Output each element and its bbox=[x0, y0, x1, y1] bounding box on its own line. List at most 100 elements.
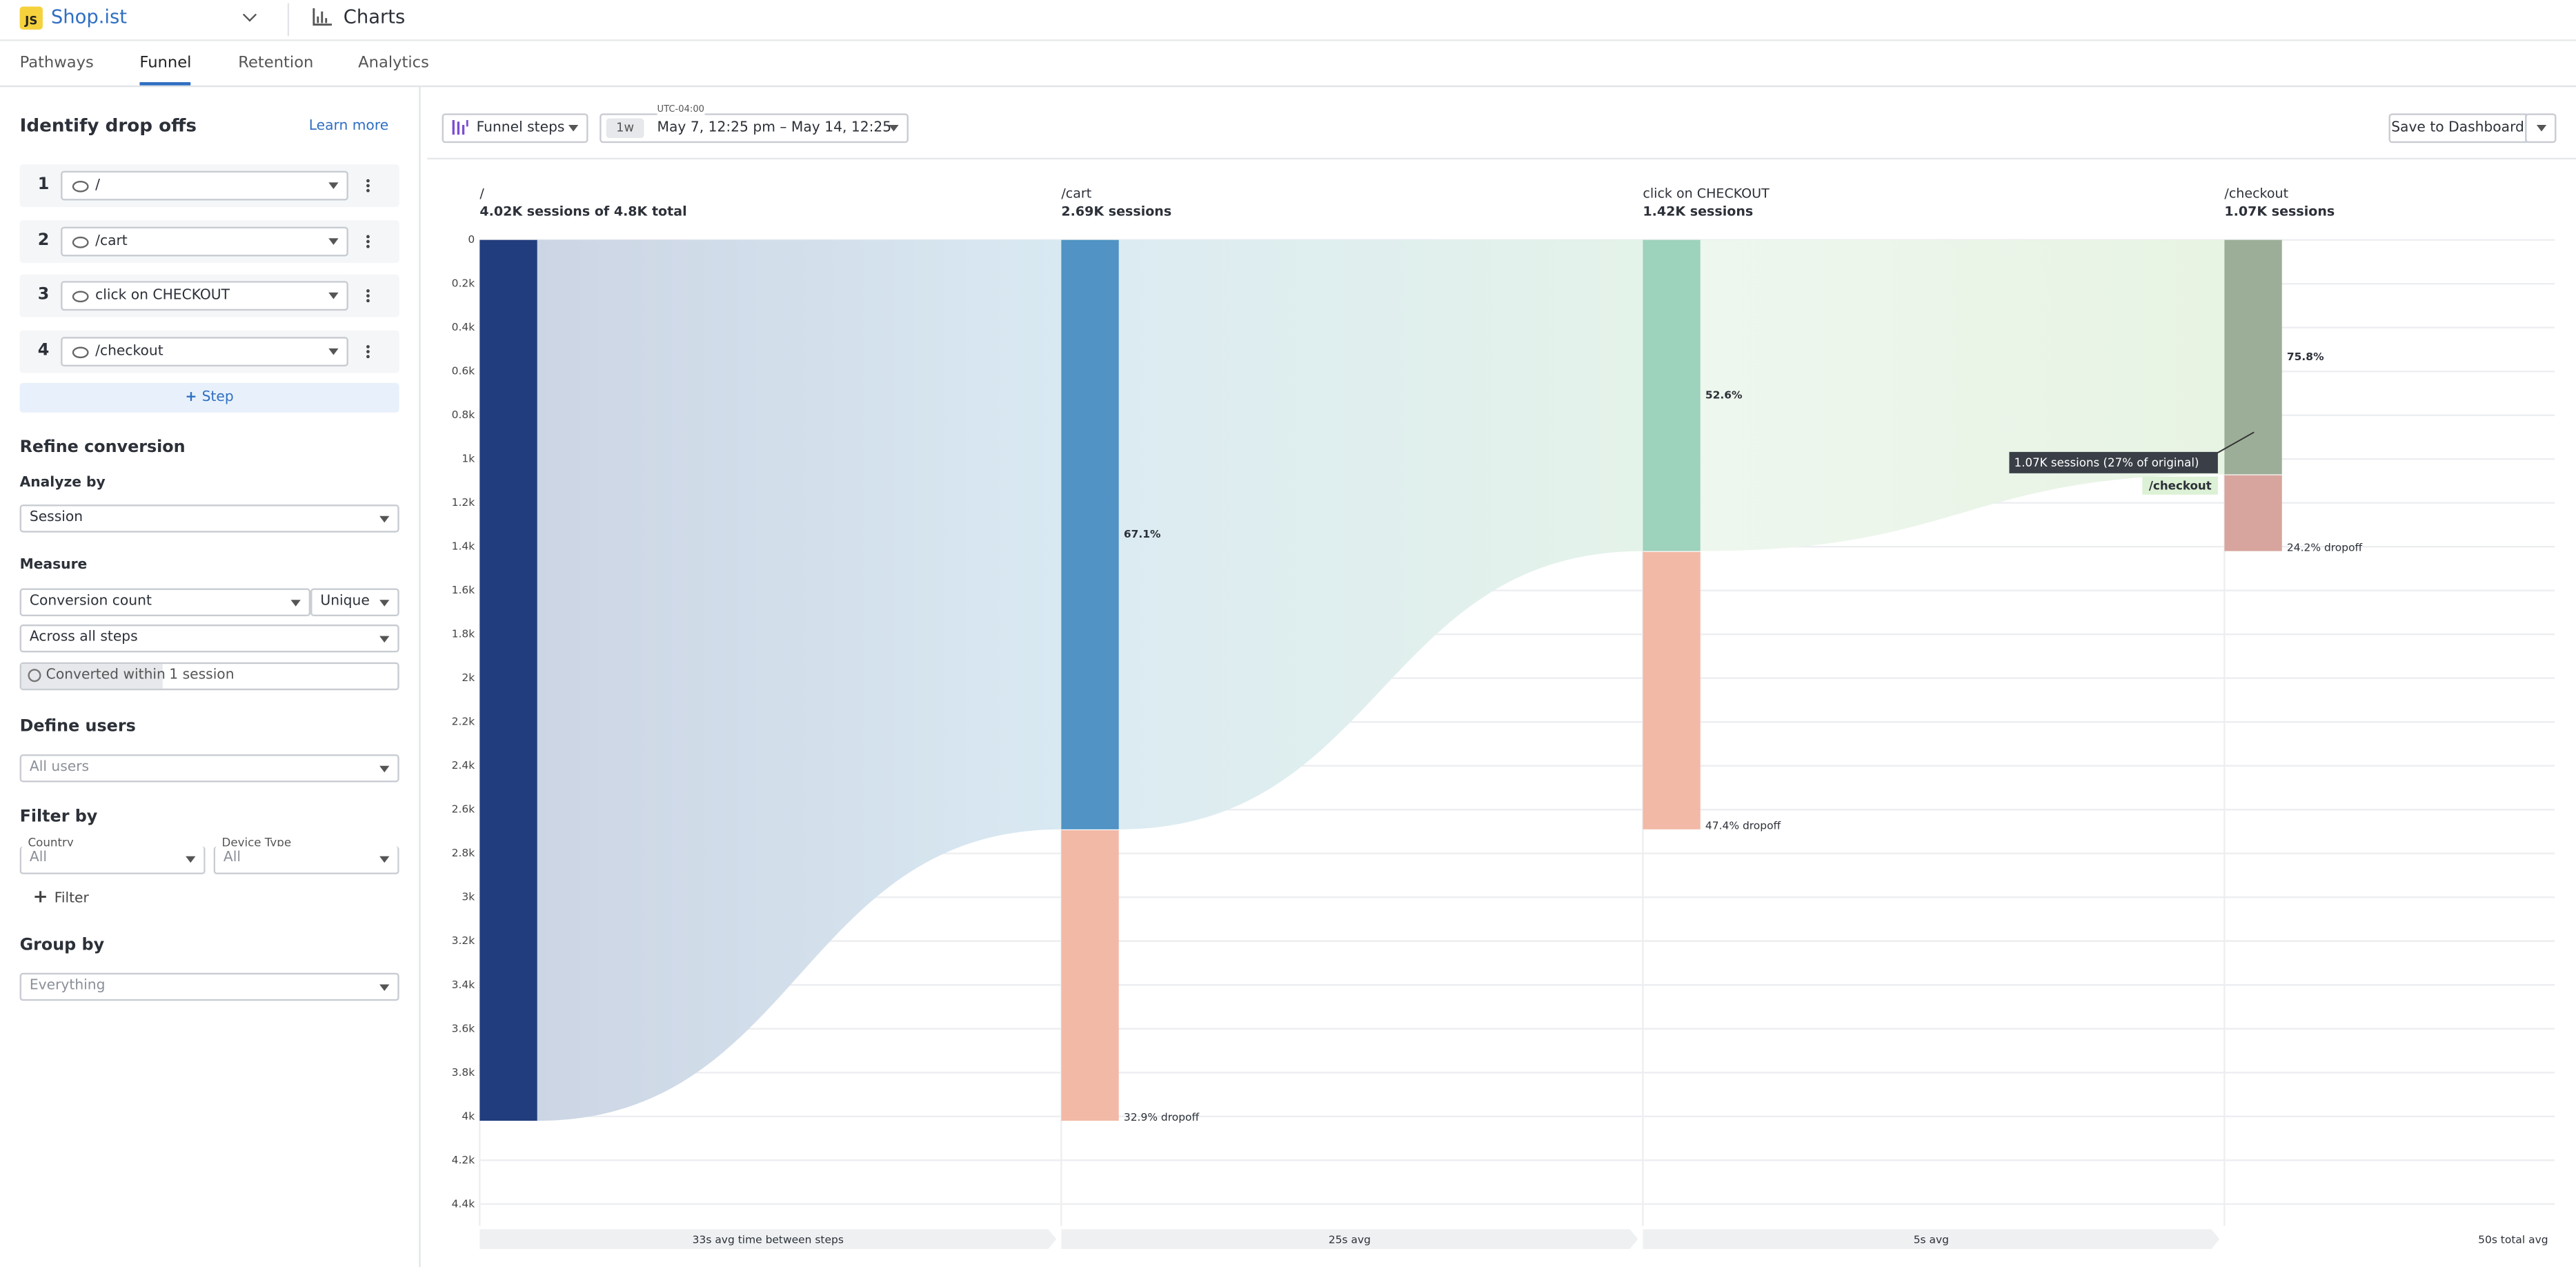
step-count: 2.69K sessions bbox=[1061, 204, 1171, 219]
time-segment bbox=[1643, 1229, 2220, 1249]
y-tick-label: 2k bbox=[462, 671, 475, 684]
y-tick-label: 3k bbox=[462, 891, 475, 903]
conversion-label: 75.8% bbox=[2287, 351, 2324, 363]
steps-select[interactable]: Across all steps bbox=[19, 624, 399, 653]
field-label: Measure bbox=[19, 557, 88, 574]
time-label: 5s avg bbox=[1914, 1233, 1949, 1246]
tab[interactable]: Analytics bbox=[358, 54, 429, 72]
time-segment bbox=[479, 1229, 1057, 1249]
timezone: UTC-04:00 bbox=[657, 105, 705, 115]
group-select[interactable]: Everything bbox=[19, 972, 399, 1001]
conversion-bar bbox=[1643, 239, 1701, 551]
step-icon bbox=[72, 180, 89, 193]
y-tick-label: 1k bbox=[462, 453, 475, 465]
step-number: 3 bbox=[37, 286, 50, 305]
tab[interactable]: Retention bbox=[238, 54, 314, 72]
measure-mode-select[interactable]: Unique bbox=[310, 588, 399, 617]
bars: / 4.02K sessions of 4.8K total/cart 2.69K … bbox=[479, 186, 2548, 1249]
step-select[interactable]: /checkout bbox=[61, 337, 348, 367]
section-heading: Group by bbox=[19, 936, 105, 955]
flow bbox=[537, 239, 1062, 1121]
divider bbox=[427, 157, 2576, 159]
country-select[interactable]: All bbox=[19, 846, 206, 874]
tooltip-box bbox=[2009, 451, 2218, 473]
users-select[interactable]: All users bbox=[19, 754, 399, 783]
sidebar-border bbox=[419, 87, 421, 1267]
time-label: 33s avg time between steps bbox=[693, 1233, 844, 1246]
step-icon bbox=[72, 346, 89, 359]
divider bbox=[0, 85, 2576, 88]
y-tick-label: 2.6k bbox=[452, 803, 475, 816]
sidebar-title: Identify drop offs bbox=[19, 115, 197, 137]
y-tick-label: 3.6k bbox=[452, 1022, 475, 1034]
y-tick-label: 3.4k bbox=[452, 979, 475, 991]
converted-within[interactable] bbox=[19, 662, 399, 691]
step-row: 4 /checkout bbox=[19, 330, 399, 373]
flow bbox=[1118, 239, 1643, 829]
step-row: 2 /cart bbox=[19, 219, 399, 263]
step-number: 2 bbox=[37, 231, 50, 250]
section-heading: Define users bbox=[19, 718, 136, 736]
dropoff-label: 24.2% dropoff bbox=[2287, 541, 2363, 553]
time-segment bbox=[1061, 1229, 1638, 1249]
step-number: 4 bbox=[37, 342, 50, 360]
learn-more[interactable]: Learn more bbox=[308, 118, 389, 135]
y-tick-label: 1.8k bbox=[452, 628, 475, 640]
tab-active[interactable]: Funnel bbox=[139, 54, 192, 72]
step-name: click on CHECKOUT bbox=[1643, 186, 1770, 202]
analyze-select[interactable]: Session bbox=[19, 504, 399, 533]
step-icon bbox=[72, 236, 89, 248]
funnel-steps-button[interactable]: Funnel steps bbox=[442, 113, 588, 144]
step-number: 1 bbox=[37, 175, 50, 195]
step-select[interactable]: /cart bbox=[61, 226, 348, 256]
tooltip-tag-text: /checkout bbox=[2149, 479, 2212, 492]
tooltip-text: 1.07K sessions (27% of original) bbox=[2014, 456, 2199, 469]
date-range-button[interactable]: May 7, 12:25 pm – May 14, 12:25 p... bbox=[600, 113, 909, 144]
measure-select[interactable]: Conversion count bbox=[19, 588, 311, 617]
step-row: 1 / bbox=[19, 164, 399, 208]
conversion-bar bbox=[1061, 239, 1119, 829]
step-select[interactable]: / bbox=[61, 170, 348, 201]
section-title: Charts bbox=[343, 5, 406, 28]
converted-within-value[interactable]: 1 session bbox=[169, 667, 235, 684]
divider bbox=[0, 39, 2576, 41]
tab[interactable]: Pathways bbox=[19, 54, 94, 72]
step-menu[interactable] bbox=[366, 295, 370, 298]
dropoff-bar bbox=[1061, 830, 1119, 1121]
y-tick-label: 1.6k bbox=[452, 584, 475, 596]
y-tick-label: 1.2k bbox=[452, 496, 475, 509]
step-menu[interactable] bbox=[366, 350, 370, 354]
add-step-label: Step bbox=[201, 389, 234, 406]
add-step[interactable]: + Step bbox=[19, 382, 399, 413]
step-select[interactable]: click on CHECKOUT bbox=[61, 282, 348, 312]
divider bbox=[287, 3, 290, 37]
y-tick-label: 1.4k bbox=[452, 540, 475, 553]
tooltip-pointer bbox=[2216, 431, 2255, 455]
y-tick-label: 0.2k bbox=[452, 277, 475, 290]
step-name: /checkout bbox=[2224, 186, 2288, 202]
dropoff-label: 32.9% dropoff bbox=[1124, 1111, 1200, 1123]
step-menu[interactable] bbox=[366, 239, 370, 243]
flow bbox=[1700, 239, 2225, 551]
converted-within-label: Converted within bbox=[21, 664, 166, 689]
step-icon bbox=[72, 291, 89, 304]
conversion-bar bbox=[479, 239, 537, 1121]
step-count: 1.42K sessions bbox=[1643, 204, 1753, 219]
dropoff-bar bbox=[1643, 551, 1701, 829]
app-name[interactable]: Shop.ist bbox=[50, 5, 128, 28]
tab-underline bbox=[139, 82, 191, 86]
device-select[interactable]: All bbox=[213, 846, 399, 874]
step-name: /cart bbox=[1061, 186, 1091, 202]
y-tick-label: 4.4k bbox=[452, 1197, 475, 1210]
y-tick-label: 2.8k bbox=[452, 847, 475, 859]
dropoff-label: 47.4% dropoff bbox=[1705, 820, 1781, 832]
save-menu[interactable] bbox=[2525, 113, 2557, 144]
logo: JS bbox=[19, 6, 43, 30]
add-filter[interactable]: + Filter bbox=[32, 885, 89, 907]
y-tick-label: 3.2k bbox=[452, 934, 475, 947]
conversion-label: 67.1% bbox=[1124, 528, 1161, 540]
step-menu[interactable] bbox=[366, 184, 370, 188]
y-tick-label: 0 bbox=[468, 233, 475, 246]
funnel-icon bbox=[452, 119, 468, 135]
